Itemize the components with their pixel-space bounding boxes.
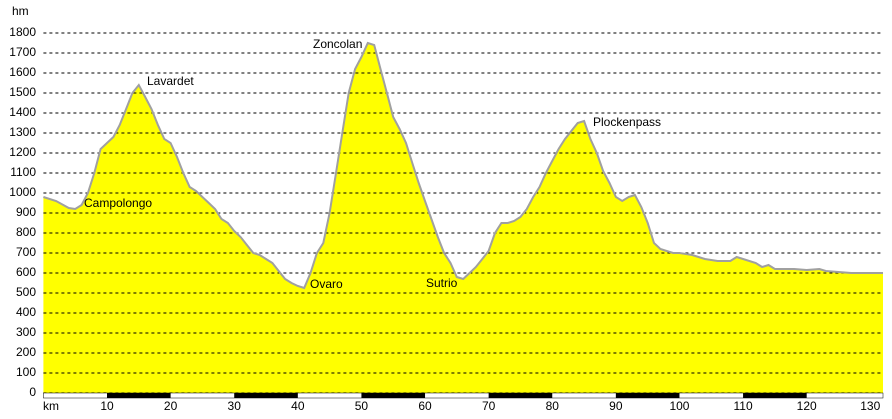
peak-label: Sutrio <box>426 276 458 290</box>
x-tick-label: 50 <box>355 399 369 413</box>
y-tick-label: 500 <box>16 285 36 299</box>
peak-label: Campolongo <box>84 196 152 210</box>
x-tick-label: 130 <box>860 399 880 413</box>
x-axis-segment <box>107 393 171 398</box>
y-tick-label: 1000 <box>9 185 36 199</box>
elevation-area <box>43 43 883 393</box>
x-axis-band <box>43 392 884 399</box>
y-tick-label: 1800 <box>9 25 36 39</box>
x-tick-label: 20 <box>164 399 178 413</box>
elevation-line <box>43 41 883 290</box>
x-tick-label: 110 <box>733 399 752 413</box>
x-axis-segment <box>361 393 426 398</box>
y-tick-label: 300 <box>16 325 36 339</box>
y-tick-label: 400 <box>16 305 36 319</box>
y-tick-label: 1500 <box>9 85 36 99</box>
y-tick-label: 0 <box>29 385 36 399</box>
x-axis-segment <box>615 393 680 398</box>
x-axis-label: km <box>43 399 59 413</box>
y-tick-label: 1600 <box>9 65 36 79</box>
y-tick-label: 200 <box>16 345 36 359</box>
peak-label: Lavardet <box>147 74 194 88</box>
y-tick-label: 1100 <box>10 165 36 179</box>
x-tick-label: 10 <box>100 399 114 413</box>
y-tick-label: 600 <box>16 265 36 279</box>
y-tick-label: 900 <box>16 205 36 219</box>
y-tick-label: 1300 <box>9 125 36 139</box>
x-tick-label: 120 <box>797 399 817 413</box>
x-tick-label: 70 <box>482 399 496 413</box>
peak-label: Zoncolan <box>313 37 362 51</box>
x-axis-segment <box>488 393 553 398</box>
y-tick-label: 700 <box>16 245 36 259</box>
x-axis-segment <box>743 393 807 398</box>
y-axis-label: hm <box>12 4 29 18</box>
peak-label: Ovaro <box>310 277 343 291</box>
x-tick-label: 100 <box>669 399 689 413</box>
x-tick-label: 80 <box>546 399 560 413</box>
x-tick-label: 90 <box>609 399 623 413</box>
y-tick-label: 1200 <box>9 145 36 159</box>
peak-label: Plockenpass <box>593 115 661 129</box>
y-tick-label: 1700 <box>9 45 36 59</box>
y-tick-label: 1400 <box>9 105 36 119</box>
y-tick-label: 100 <box>16 365 36 379</box>
x-tick-label: 60 <box>418 399 432 413</box>
y-tick-label: 800 <box>16 225 36 239</box>
x-axis-segment <box>234 393 298 398</box>
x-tick-label: 30 <box>228 399 242 413</box>
x-tick-label: 40 <box>291 399 305 413</box>
